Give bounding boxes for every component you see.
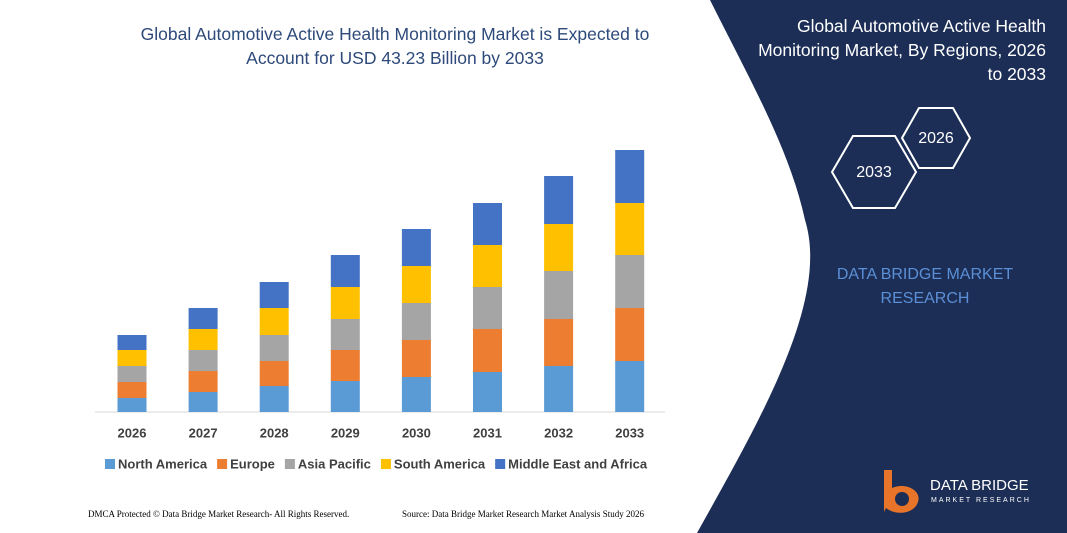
bar-segment: [117, 366, 147, 382]
side-panel: [697, 0, 1067, 533]
bar-segment: [615, 150, 645, 203]
bar-segment: [188, 350, 218, 371]
logo-tagline: MARKET RESEARCH: [931, 497, 1031, 504]
logo-icon: [884, 470, 919, 513]
bar-segment: [259, 282, 289, 308]
legend-label: Europe: [230, 456, 275, 471]
x-tick-label: 2033: [615, 425, 644, 440]
bar-segment: [615, 203, 645, 255]
x-tick-label: 2028: [260, 425, 289, 440]
bar-segment: [401, 266, 431, 303]
bar-segment: [473, 372, 502, 412]
bar-segment: [259, 308, 289, 335]
bar-segment: [188, 329, 218, 350]
hexagon: [830, 135, 918, 209]
bar-segment: [259, 386, 289, 412]
bar-segment: [117, 382, 147, 398]
bar-segment: [473, 329, 502, 372]
bar-segment: [188, 371, 218, 392]
bar-segment: [473, 287, 502, 329]
bar-segment: [330, 319, 360, 350]
bar-segment: [544, 319, 574, 366]
bar-segment: [544, 366, 574, 412]
bar-segment: [117, 350, 147, 366]
bar-segment: [615, 308, 645, 361]
legend-label: Asia Pacific: [298, 456, 371, 471]
legend-label: South America: [394, 456, 486, 471]
x-tick-label: 2030: [402, 425, 431, 440]
x-tick-label: 2029: [331, 425, 360, 440]
bar-segment: [330, 381, 360, 412]
bar-segment: [330, 287, 360, 319]
x-tick-label: 2026: [118, 425, 147, 440]
footer-right: Source: Data Bridge Market Research Mark…: [402, 509, 644, 519]
bar-segment: [401, 377, 431, 412]
bar-segment: [330, 255, 360, 287]
legend-swatch: [217, 459, 228, 469]
x-tick-label: 2027: [189, 425, 218, 440]
bar-segment: [544, 176, 574, 224]
legend-label: North America: [118, 456, 208, 471]
bar-segment: [188, 392, 218, 412]
panel-title: Global Automotive Active Health Monitori…: [758, 16, 1046, 84]
bar-segment: [401, 303, 431, 340]
bar-segment: [473, 245, 502, 287]
bar-segment: [259, 335, 289, 361]
hex-label: 2026: [918, 130, 954, 147]
bar-segment: [615, 361, 645, 412]
hex-label: 2033: [856, 164, 892, 181]
legend-swatch: [495, 459, 506, 469]
bar-segment: [259, 361, 289, 386]
bar-segment: [544, 271, 574, 319]
bar-segment: [117, 335, 147, 350]
legend-swatch: [284, 459, 295, 469]
x-tick-label: 2032: [544, 425, 573, 440]
bar-segment: [401, 229, 431, 266]
bar-segment: [615, 255, 645, 308]
bar-segment: [544, 224, 574, 271]
footer-left: DMCA Protected © Data Bridge Market Rese…: [88, 509, 349, 519]
bar-segment: [401, 340, 431, 377]
bar-segment: [188, 308, 218, 329]
hexagon: [900, 107, 972, 169]
bar-segment: [473, 203, 502, 245]
legend-swatch: [105, 459, 115, 469]
x-tick-label: 2031: [473, 425, 502, 440]
logo-icon: [895, 492, 909, 506]
legend-label: Middle East and Africa: [508, 456, 648, 471]
bar-segment: [330, 350, 360, 381]
legend-swatch: [380, 459, 391, 469]
brand: DATA BRIDGE MARKET RESEARCH: [836, 266, 1014, 307]
chart-title: Global Automotive Active Health Monitori…: [140, 24, 650, 68]
bar-segment: [117, 398, 147, 412]
logo-name: DATA BRIDGE: [930, 477, 1029, 494]
